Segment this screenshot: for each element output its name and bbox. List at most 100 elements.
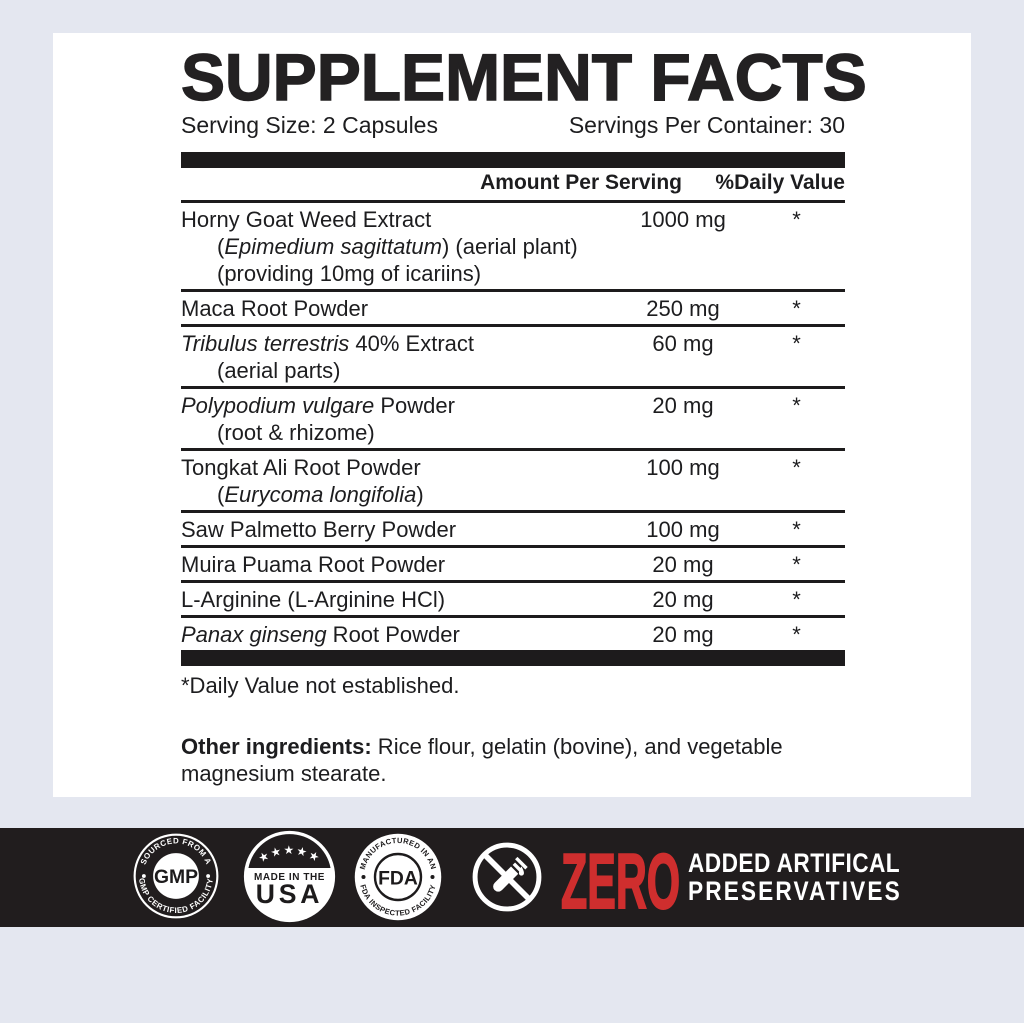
other-ingredients-text: Rice flour, gelatin (bovine), and vegeta…	[181, 734, 783, 786]
ingredient-name-cell: Horny Goat Weed Extract (Epimedium sagitt…	[181, 206, 618, 287]
ingredient-row: Muira Puama Root Powder 20 mg *	[181, 548, 845, 583]
usa-top-segment	[248, 834, 331, 868]
latin-name: Polypodium vulgare	[181, 393, 375, 418]
ingredient-daily-value: *	[792, 622, 801, 647]
made-in-usa-seal: ★★★★★ MADE IN THE USA	[242, 829, 337, 924]
latin-name: Panax ginseng	[181, 622, 327, 647]
ingredient-daily-value: *	[792, 517, 801, 542]
ingredient-text: 40% Extract	[349, 331, 475, 356]
gmp-seal-icon: SOURCED FROM A GMP CERTIFIED FACILITY GM…	[133, 833, 219, 919]
ingredient-row: Saw Palmetto Berry Powder 100 mg *	[181, 513, 845, 548]
ingredient-subline: (Eurycoma longifolia)	[181, 481, 618, 508]
amount-per-serving-header: Amount Per Serving	[480, 171, 682, 194]
ingredient-text: Horny Goat Weed Extract	[181, 207, 432, 232]
ingredient-daily-value: *	[792, 587, 801, 612]
supplement-facts-card: SUPPLEMENT FACTS Serving Size: 2 Capsule…	[53, 33, 971, 797]
fda-seal: MANUFACTURED IN AN FDA INSPECTED FACILIT…	[352, 831, 444, 923]
serving-size-text: Serving Size: 2 Capsules	[181, 112, 438, 138]
ingredient-text: )	[416, 482, 424, 507]
other-ingredients-label: Other ingredients:	[181, 734, 372, 759]
daily-value-footnote: *Daily Value not established.	[181, 673, 460, 698]
supplement-facts-content: SUPPLEMENT FACTS Serving Size: 2 Capsule…	[180, 40, 867, 787]
ingredient-text: Powder	[374, 393, 455, 418]
table-header-row: Amount Per Serving %Daily Value	[181, 168, 845, 203]
ingredient-text: (providing 10mg of icariins)	[217, 261, 482, 286]
ingredient-amount: 100 mg	[646, 455, 720, 480]
ingredient-text: Root Powder	[326, 622, 460, 647]
ingredient-text: Muira Puama Root Powder	[181, 552, 446, 577]
gmp-inner-disc	[153, 853, 199, 899]
other-ingredients: Other ingredients: Rice flour, gelatin (…	[181, 733, 845, 787]
servings-per-container-text: Servings Per Container: 30	[568, 112, 845, 138]
ingredient-name-cell: Maca Root Powder	[181, 295, 618, 322]
ingredient-name: Muira Puama Root Powder	[181, 551, 618, 578]
ingredient-name: Polypodium vulgare Powder	[181, 392, 618, 419]
ingredient-text: Maca Root Powder	[181, 296, 369, 321]
claim-line1: ADDED ARTIFICAL	[688, 848, 901, 878]
ingredient-name: Tribulus terrestris 40% Extract	[181, 330, 618, 357]
ingredient-text: Saw Palmetto Berry Powder	[181, 517, 457, 542]
ingredient-amount: 1000 mg	[640, 207, 726, 232]
usa-line2: USA	[256, 879, 324, 909]
gmp-outer-ring	[133, 833, 219, 919]
ingredient-name: Saw Palmetto Berry Powder	[181, 516, 618, 543]
bottom-divider-bar	[181, 650, 845, 666]
droplet	[518, 866, 524, 876]
ingredient-name: Horny Goat Weed Extract	[181, 206, 618, 233]
ingredient-amount: 20 mg	[652, 552, 714, 577]
ingredient-name-cell: Polypodium vulgare Powder (root & rhizome…	[181, 392, 618, 446]
gmp-left-dot	[141, 874, 146, 878]
ingredient-text: ) (aerial plant)	[441, 234, 578, 259]
ingredient-name: L-Arginine (L-Arginine HCl)	[181, 586, 618, 613]
daily-value-header: %Daily Value	[715, 171, 845, 194]
ingredient-daily-value: *	[792, 552, 801, 577]
ingredient-amount: 100 mg	[646, 517, 720, 542]
fda-inner-ring	[373, 852, 423, 902]
ingredient-subline: (aerial parts)	[181, 357, 618, 384]
ingredient-text: L-Arginine (L-Arginine HCl)	[181, 587, 446, 612]
latin-name: Tribulus terrestris	[181, 331, 350, 356]
supplement-facts-title: SUPPLEMENT FACTS	[180, 40, 867, 114]
fda-left-dot	[361, 874, 366, 880]
ingredient-amount: 20 mg	[652, 622, 714, 647]
supplement-rows: Horny Goat Weed Extract (Epimedium sagitt…	[181, 203, 845, 650]
ingredient-daily-value: *	[792, 455, 801, 480]
ingredient-subline: (providing 10mg of icariins)	[181, 260, 618, 287]
fda-center-text: FDA	[378, 868, 418, 889]
ingredient-name-cell: Tongkat Ali Root Powder (Eurycoma longifo…	[181, 454, 618, 508]
serving-info-row: Serving Size: 2 Capsules Servings Per Co…	[181, 112, 845, 138]
ingredient-name: Tongkat Ali Root Powder	[181, 454, 618, 481]
fda-right-dot	[430, 874, 435, 880]
ingredient-name-cell: Saw Palmetto Berry Powder	[181, 516, 618, 543]
ingredient-name: Panax ginseng Root Powder	[181, 621, 618, 648]
no-preservatives-badge	[469, 839, 545, 915]
ingredient-daily-value: *	[792, 296, 801, 321]
latin-name: Epimedium sagittatum	[224, 234, 442, 259]
ingredient-daily-value: *	[792, 331, 801, 356]
ingredient-amount: 250 mg	[646, 296, 720, 321]
gmp-center-text: GMP	[154, 866, 198, 888]
ingredient-subline: (Epimedium sagittatum) (aerial plant)	[181, 233, 618, 260]
ingredient-row: Tribulus terrestris 40% Extract (aerial p…	[181, 327, 845, 389]
ingredient-name-cell: Tribulus terrestris 40% Extract (aerial p…	[181, 330, 618, 384]
crossed-test-tube-icon	[472, 842, 542, 912]
ingredient-text: (	[217, 234, 225, 259]
ingredient-row: Horny Goat Weed Extract (Epimedium sagitt…	[181, 203, 845, 292]
ingredient-name-cell: Muira Puama Root Powder	[181, 551, 618, 578]
ingredient-subline: (root & rhizome)	[181, 419, 618, 446]
ingredient-daily-value: *	[792, 393, 801, 418]
ingredient-name: Maca Root Powder	[181, 295, 618, 322]
ingredient-row: Tongkat Ali Root Powder (Eurycoma longifo…	[181, 451, 845, 513]
fda-seal-icon: MANUFACTURED IN AN FDA INSPECTED FACILIT…	[354, 833, 442, 921]
ingredient-row: Panax ginseng Root Powder 20 mg *	[181, 618, 845, 650]
ingredient-row: Polypodium vulgare Powder (root & rhizome…	[181, 389, 845, 451]
prohibition-circle	[472, 842, 542, 912]
ingredient-row: L-Arginine (L-Arginine HCl) 20 mg *	[181, 583, 845, 618]
claim-line2: PRESERVATIVES	[688, 876, 902, 906]
test-tube	[493, 856, 528, 892]
ingredient-amount: 20 mg	[652, 393, 714, 418]
ingredient-amount: 20 mg	[652, 587, 714, 612]
ingredient-row: Maca Root Powder 250 mg *	[181, 292, 845, 327]
ingredient-name-cell: Panax ginseng Root Powder	[181, 621, 618, 648]
